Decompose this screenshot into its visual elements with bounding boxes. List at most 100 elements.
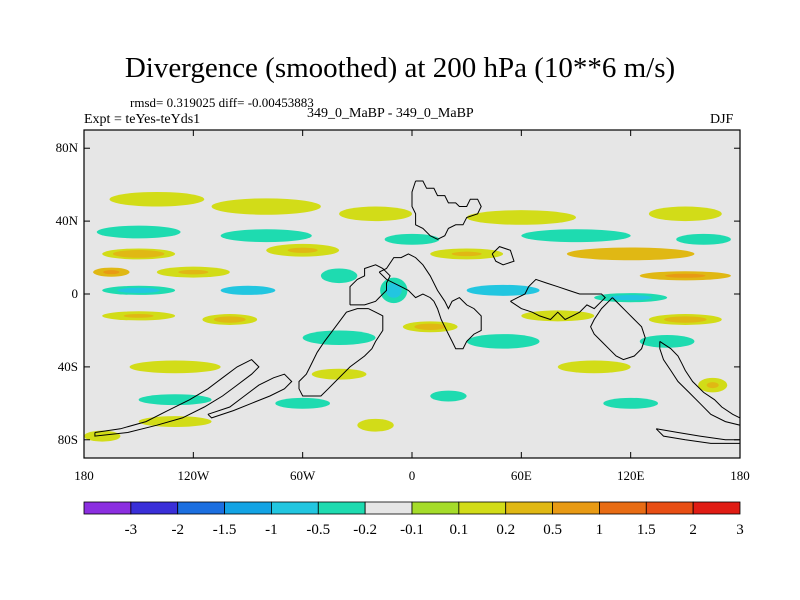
divergence-blob [328, 271, 350, 281]
colorbar-label: -0.5 [306, 522, 330, 538]
divergence-blob [572, 363, 616, 371]
divergence-blob [414, 323, 447, 330]
divergence-blob [114, 228, 164, 236]
continent-outline [590, 297, 646, 361]
divergence-blob [384, 233, 440, 245]
colorbar-label: 3 [736, 522, 744, 538]
continent-outline [207, 373, 293, 419]
divergence-blob [286, 400, 319, 407]
divergence-blob [544, 231, 608, 240]
colorbar-label: 0.5 [543, 522, 562, 538]
divergence-blob [664, 316, 707, 323]
divergence-blob [339, 206, 412, 222]
lon-tick-label: 180 [74, 468, 94, 483]
plot-title: Divergence (smoothed) at 200 hPa (10**6 … [124, 52, 676, 84]
stats-line: rmsd= 0.319025 diff= -0.00453883 [130, 95, 314, 110]
colorbar-swatch [177, 501, 225, 515]
lon-tick-label: 180 [730, 468, 750, 483]
colorbar-swatch [505, 501, 553, 515]
colorbar-label: -1.5 [213, 522, 237, 538]
divergence-blob [148, 363, 202, 371]
colorbar-swatch [458, 501, 507, 515]
divergence-blob [364, 421, 387, 429]
case-line: 349_0_MaBP - 349_0_MaBP [307, 106, 474, 121]
divergence-blob [106, 270, 117, 274]
divergence-blob [213, 316, 246, 323]
divergence-blob [451, 251, 482, 257]
lon-tick-label: 60W [290, 468, 316, 483]
colorbar-label: -3 [125, 522, 138, 538]
colorbar-swatch [271, 501, 319, 515]
divergence-blob [287, 247, 318, 253]
divergence-blob [664, 209, 707, 219]
lat-tick-label: 40N [56, 213, 79, 228]
colorbar-swatch [224, 501, 272, 515]
continent-outline [411, 180, 482, 240]
divergence-field [84, 191, 731, 442]
divergence-blob [123, 251, 154, 257]
colorbar-swatch [130, 501, 179, 515]
divergence-blob [481, 337, 525, 346]
colorbar-label: -1 [265, 522, 278, 538]
continent-outline [491, 246, 515, 266]
divergence-blob [317, 333, 361, 342]
colorbar-label: 0.1 [449, 522, 468, 538]
colorbar-swatch [599, 501, 647, 515]
colorbar-label: 2 [689, 522, 697, 538]
divergence-blob [706, 382, 719, 389]
colorbar-label: 1 [596, 522, 604, 538]
divergence-blob [489, 213, 554, 222]
divergence-blob [687, 236, 720, 243]
continent-outline [655, 428, 740, 444]
colorbar-swatch [317, 501, 366, 515]
divergence-blob [610, 251, 651, 256]
divergence-blob [651, 337, 684, 346]
colorbar-legend: -3 -2 -1.5 -1 -0.5 -0.2 -0.1 0.1 0.2 0.5 1 1.5 2 3 [83, 501, 744, 538]
divergence-blob [123, 313, 154, 318]
divergence-blob [488, 288, 519, 293]
colorbar-label: 0.2 [496, 522, 515, 538]
colorbar-label: -0.2 [353, 522, 377, 538]
lon-tick-label: 120E [617, 468, 645, 483]
colorbar-label: -2 [171, 522, 184, 538]
colorbar-label: -0.1 [400, 522, 424, 538]
continent-outline [298, 308, 384, 397]
continent-outline [659, 340, 740, 426]
divergence-blob [609, 294, 652, 301]
divergence-blob [234, 201, 299, 212]
continent-outlines [94, 180, 740, 444]
colorbar-swatch [364, 501, 413, 515]
colorbar-swatch [83, 501, 132, 515]
lon-tick-label: 120W [177, 468, 210, 483]
divergence-blob [323, 370, 356, 378]
divergence-blob [129, 194, 185, 204]
colorbar-label: 1.5 [637, 522, 656, 538]
divergence-blob [178, 269, 209, 275]
lon-tick-label: 0 [409, 468, 416, 483]
lat-tick-label: 0 [72, 286, 79, 301]
continent-outline [510, 278, 606, 321]
divergence-blob [117, 287, 160, 294]
longitude-axis: 180 120W 60W 0 60E 120E 180 [74, 130, 750, 483]
latitude-axis: 80N 40N 0 40S 80S [56, 140, 740, 447]
continent-outline [378, 253, 482, 350]
divergence-blob [437, 392, 460, 400]
continent-outline [349, 264, 391, 306]
experiment-label: Expt = teYes-teYds1 [84, 112, 201, 127]
colorbar-swatch [645, 501, 694, 515]
divergence-blob [673, 274, 698, 277]
lon-tick-label: 60E [511, 468, 532, 483]
divergence-blob [385, 282, 402, 298]
divergence-blob [603, 397, 659, 409]
divergence-blob [239, 231, 293, 240]
season-label: DJF [710, 112, 734, 127]
colorbar-swatch [692, 501, 741, 515]
colorbar-swatch [552, 501, 600, 515]
lat-tick-label: 80S [58, 432, 78, 447]
lat-tick-label: 80N [56, 140, 79, 155]
lat-tick-label: 40S [58, 359, 78, 374]
continent-outline [94, 358, 260, 437]
colorbar-swatch [411, 501, 460, 515]
divergence-blob [236, 288, 260, 293]
